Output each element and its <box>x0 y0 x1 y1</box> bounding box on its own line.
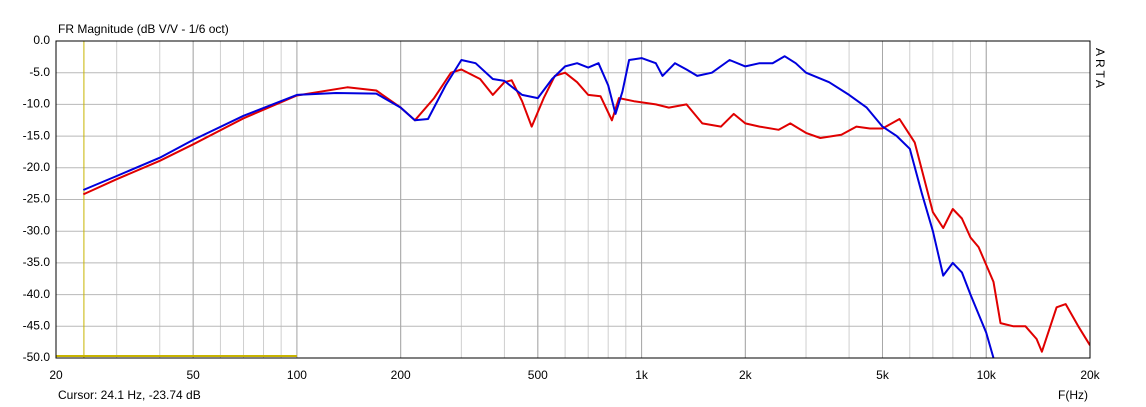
y-tick-label: -35.0 <box>23 255 51 269</box>
y-tick-label: -30.0 <box>23 223 51 237</box>
y-tick-label: -20.0 <box>23 160 51 174</box>
y-tick-label: -45.0 <box>23 318 51 332</box>
x-tick-label: 200 <box>391 368 411 382</box>
y-tick-label: 0.0 <box>33 33 50 47</box>
y-tick-label: -50.0 <box>23 350 51 364</box>
x-tick-label: 20k <box>1080 368 1100 382</box>
x-tick-label: 2k <box>739 368 753 382</box>
x-tick-label: 5k <box>876 368 890 382</box>
series-line <box>82 55 995 358</box>
series-line <box>82 68 1090 353</box>
y-tick-label: -15.0 <box>23 128 51 142</box>
chart-title: FR Magnitude (dB V/V - 1/6 oct) <box>58 22 229 36</box>
x-tick-label: 1k <box>635 368 649 382</box>
x-tick-label: 50 <box>186 368 200 382</box>
y-tick-label: -25.0 <box>23 192 51 206</box>
x-tick-label: 10k <box>977 368 997 382</box>
y-tick-label: -10.0 <box>23 97 51 111</box>
x-tick-label: 20 <box>49 368 63 382</box>
plot-frame <box>55 40 1091 359</box>
cursor-readout: Cursor: 24.1 Hz, -23.74 dB <box>58 388 201 402</box>
y-tick-label: -5.0 <box>29 65 50 79</box>
x-tick-label: 500 <box>528 368 548 382</box>
y-tick-label: -40.0 <box>23 287 51 301</box>
brand: ARTA <box>1093 48 1107 91</box>
x-axis-label: F(Hz) <box>1058 388 1088 402</box>
x-tick-label: 100 <box>287 368 307 382</box>
